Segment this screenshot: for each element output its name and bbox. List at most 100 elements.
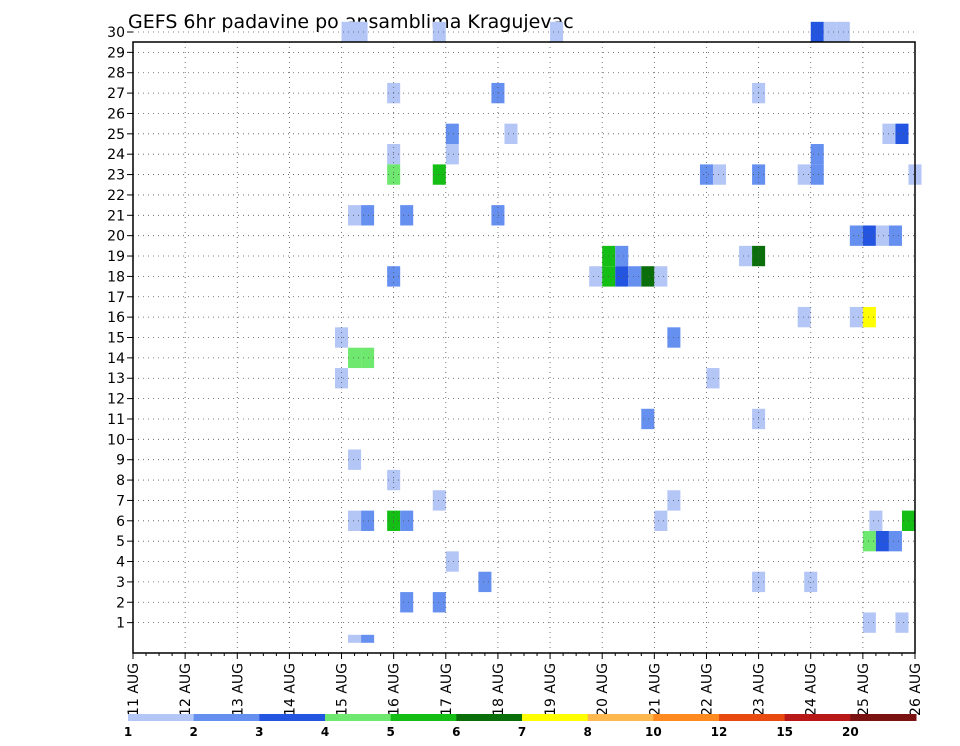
y-tick-label: 23 [107, 168, 125, 184]
heatmap-cell [875, 530, 889, 552]
heatmap-cell [400, 205, 414, 226]
heatmap-cell [504, 123, 518, 145]
heatmap-cell [804, 571, 818, 593]
heatmap-cell [895, 612, 909, 633]
heatmap-cell [869, 510, 883, 531]
heatmap-cell [348, 449, 362, 470]
x-tick-label: 14 AUG [282, 663, 298, 716]
heatmap-cell [400, 592, 414, 613]
heatmap-cell [445, 123, 459, 145]
heatmap-cell [432, 21, 446, 43]
heatmap-cell [888, 530, 902, 552]
heatmap-cell [491, 205, 505, 226]
heatmap-cell [862, 225, 876, 246]
heatmap-cell [699, 164, 713, 185]
heatmap-cell [654, 266, 668, 287]
heatmap-cell [862, 530, 876, 552]
x-tick-label: 22 AUG [699, 663, 715, 716]
y-tick-label: 30 [107, 25, 125, 41]
y-tick-label: 17 [107, 290, 125, 306]
heatmap-cell [797, 164, 811, 185]
colorbar-segment [259, 714, 326, 721]
heatmap-cell [875, 225, 889, 246]
heatmap-cell [628, 266, 642, 287]
colorbar-segment [325, 714, 392, 721]
colorbar-segment [587, 714, 654, 721]
y-tick-label: 3 [116, 575, 125, 591]
x-tick-label: 18 AUG [491, 663, 507, 716]
y-tick-label: 21 [107, 208, 125, 224]
colorbar-segment [128, 714, 195, 721]
x-tick-label: 17 AUG [439, 663, 455, 716]
heatmap-cell [849, 225, 863, 246]
colorbar-label: 2 [189, 725, 197, 739]
y-tick-label: 14 [107, 351, 125, 367]
heatmap-cell [445, 551, 459, 572]
colorbar-label: 1 [124, 725, 132, 739]
heatmap-cell [335, 368, 349, 389]
heatmap-cell [641, 408, 655, 430]
heatmap-cell [445, 144, 459, 165]
x-tick-label: 13 AUG [230, 663, 246, 716]
y-tick-label: 7 [116, 493, 125, 509]
y-tick-label: 5 [116, 534, 125, 550]
heatmap-cell [478, 571, 492, 593]
y-tick-label: 16 [107, 310, 125, 326]
x-tick-label: 21 AUG [647, 663, 663, 716]
grid-layer [133, 31, 915, 653]
heatmap-cell [862, 612, 876, 633]
heatmap-cell [706, 368, 720, 389]
heatmap-cell [354, 21, 368, 43]
y-tick-label: 27 [107, 86, 125, 102]
x-tick-label: 15 AUG [335, 663, 351, 716]
y-tick-label: 8 [116, 473, 125, 489]
y-tick-label: 13 [107, 371, 125, 387]
heatmap-cell [348, 634, 362, 643]
heatmap-cell [615, 245, 629, 267]
y-tick-label: 20 [107, 229, 125, 245]
heatmap-cell [862, 306, 876, 328]
heatmap-cell [432, 592, 446, 613]
heatmap-cell [810, 144, 824, 165]
heatmap-cell [615, 266, 629, 287]
y-tick-label: 15 [107, 331, 125, 347]
heatmap-cell [823, 21, 837, 43]
colorbar-label: 7 [518, 725, 526, 739]
heatmap-cell [550, 21, 564, 43]
heatmap-cell [849, 306, 863, 328]
colorbar-segment [784, 714, 851, 721]
heatmap-cell [712, 164, 727, 185]
colorbar-label: 3 [255, 725, 263, 739]
heatmap-cell [361, 510, 375, 531]
x-tick-label: 11 AUG [126, 663, 142, 716]
heatmap-cell [810, 164, 824, 185]
heatmap-cell [348, 205, 362, 226]
heatmap-cell [361, 205, 375, 226]
heatmap-cell [432, 164, 446, 185]
heatmap-cell [797, 306, 811, 328]
colorbar-label: 5 [386, 725, 394, 739]
x-tick-label: 26 AUG [908, 663, 924, 716]
heatmap-cell [432, 490, 446, 511]
heatmap-cell [361, 347, 375, 369]
colorbar-segment [719, 714, 786, 721]
x-axis: 11 AUG 12 AUG 13 AUG 14 AUG 15 AUG 16 AUG 17 A… [126, 653, 924, 716]
y-tick-label: 19 [107, 249, 125, 265]
x-tick-label: 23 AUG [752, 663, 768, 716]
colorbar-label: 10 [645, 725, 662, 739]
y-tick-label: 12 [107, 392, 125, 408]
x-tick-label: 16 AUG [387, 663, 403, 716]
colorbar-segment [390, 714, 457, 721]
y-tick-label: 26 [107, 106, 125, 122]
y-tick-label: 10 [107, 432, 125, 448]
y-tick-label: 24 [107, 147, 125, 163]
y-tick-label: 28 [107, 66, 125, 82]
x-tick-label: 12 AUG [178, 663, 194, 716]
colorbar-label: 15 [776, 725, 793, 739]
colorbar-segment [850, 714, 917, 721]
x-tick-label: 19 AUG [543, 663, 559, 716]
y-tick-label: 29 [107, 45, 125, 61]
colorbar: 1 2 3 4 5 6 7 8 10 12 15 20 [124, 714, 917, 739]
colorbar-label: 6 [452, 725, 460, 739]
